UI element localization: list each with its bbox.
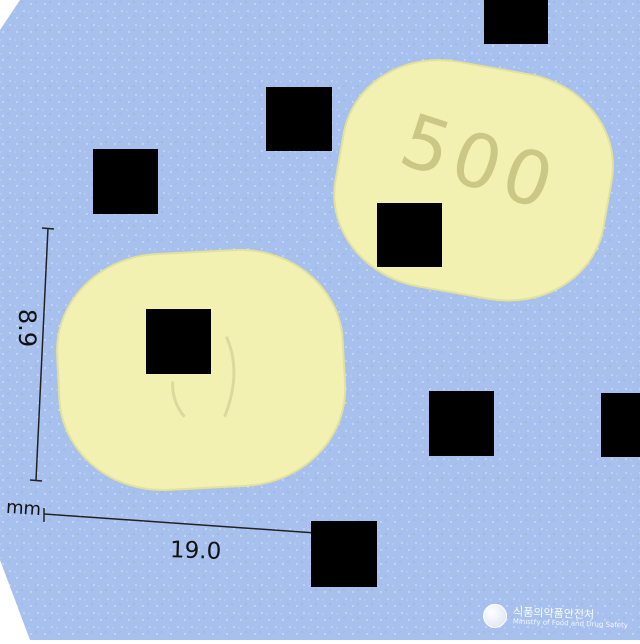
watermark-english: Ministry of Food and Drug Safety (512, 617, 628, 630)
height-label: 8.9 (13, 308, 42, 348)
occluder-block (311, 521, 377, 587)
occluder-block (377, 203, 442, 267)
watermark: 식품의약품안전처 Ministry of Food and Drug Safet… (482, 603, 628, 632)
occluder-block (93, 149, 158, 214)
unit-label: mm (5, 496, 42, 521)
height-dimension-line (29, 227, 55, 482)
occluder-block (429, 391, 494, 456)
width-label: 19.0 (169, 537, 222, 565)
occluder-block (266, 87, 332, 151)
occluder-block (146, 309, 211, 374)
occluder-block (601, 393, 640, 457)
occluder-block (484, 0, 548, 44)
government-seal-icon (482, 603, 508, 629)
